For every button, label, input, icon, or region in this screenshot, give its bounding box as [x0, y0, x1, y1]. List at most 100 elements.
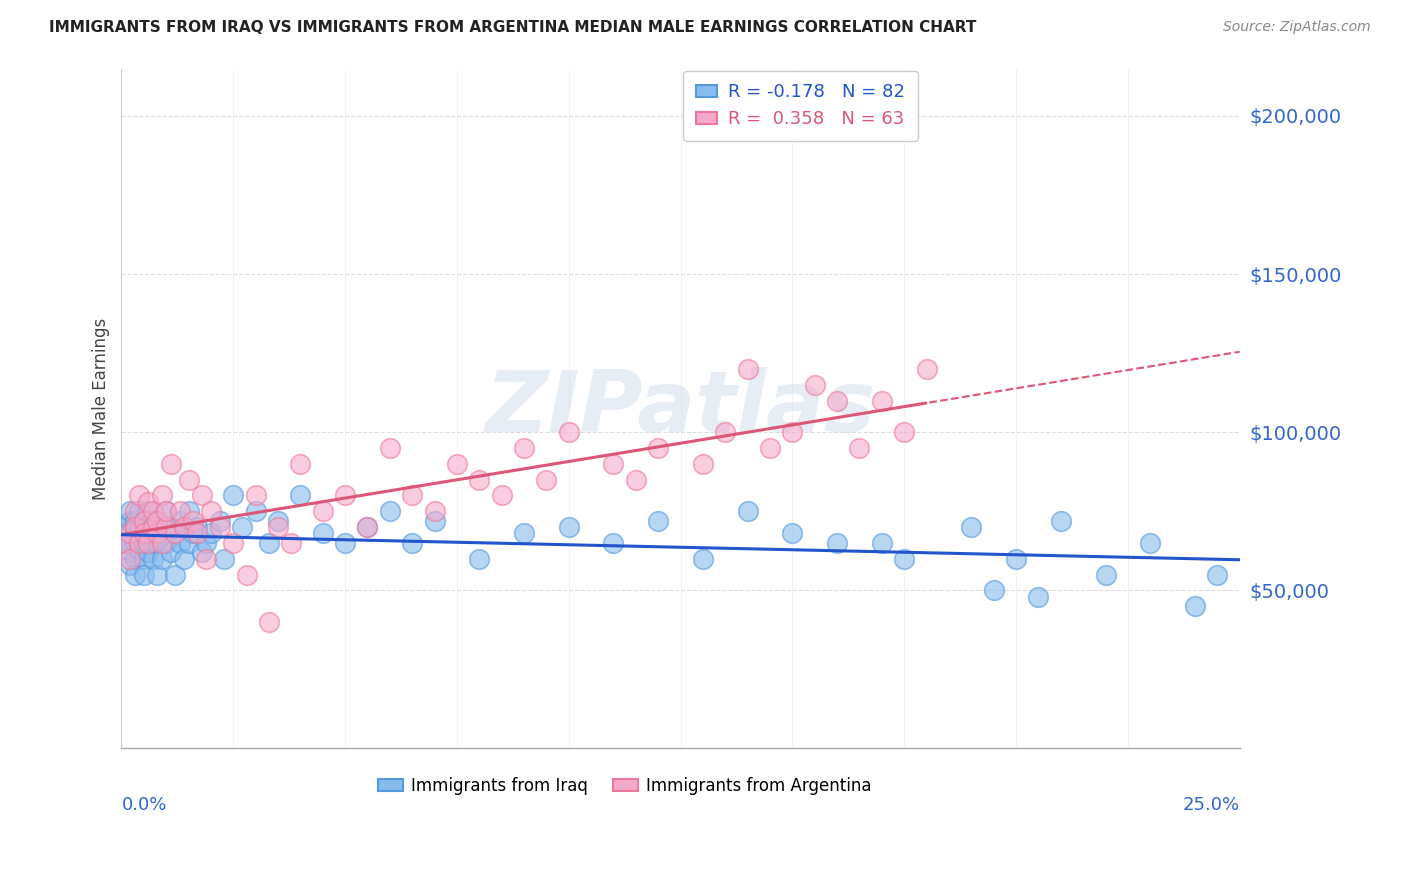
Text: IMMIGRANTS FROM IRAQ VS IMMIGRANTS FROM ARGENTINA MEDIAN MALE EARNINGS CORRELATI: IMMIGRANTS FROM IRAQ VS IMMIGRANTS FROM …	[49, 20, 977, 35]
Point	[290, 488, 312, 502]
Point	[915, 362, 938, 376]
Legend: Immigrants from Iraq, Immigrants from Argentina: Immigrants from Iraq, Immigrants from Ar…	[371, 770, 879, 801]
Point	[378, 504, 401, 518]
Point	[132, 536, 155, 550]
Point	[142, 536, 165, 550]
Point	[124, 551, 146, 566]
Point	[142, 520, 165, 534]
Point	[803, 377, 825, 392]
Point	[1184, 599, 1206, 614]
Point	[222, 488, 245, 502]
Point	[257, 536, 280, 550]
Point	[136, 504, 159, 518]
Point	[159, 457, 181, 471]
Point	[173, 551, 195, 566]
Point	[513, 526, 536, 541]
Point	[159, 545, 181, 559]
Point	[983, 583, 1005, 598]
Point	[960, 520, 983, 534]
Point	[737, 362, 759, 376]
Point	[893, 551, 915, 566]
Point	[165, 567, 187, 582]
Point	[825, 536, 848, 550]
Point	[825, 393, 848, 408]
Point	[120, 558, 142, 572]
Point	[312, 526, 335, 541]
Point	[558, 520, 581, 534]
Point	[128, 520, 150, 534]
Point	[401, 488, 423, 502]
Point	[155, 536, 177, 550]
Point	[536, 473, 558, 487]
Point	[423, 514, 446, 528]
Point	[468, 551, 491, 566]
Point	[208, 514, 231, 528]
Point	[195, 536, 218, 550]
Point	[191, 545, 214, 559]
Point	[870, 393, 893, 408]
Point	[120, 526, 142, 541]
Point	[333, 488, 356, 502]
Point	[142, 551, 165, 566]
Point	[132, 526, 155, 541]
Point	[128, 488, 150, 502]
Point	[128, 504, 150, 518]
Point	[124, 567, 146, 582]
Point	[150, 526, 173, 541]
Point	[602, 536, 624, 550]
Point	[155, 504, 177, 518]
Point	[165, 526, 187, 541]
Text: Source: ZipAtlas.com: Source: ZipAtlas.com	[1223, 20, 1371, 34]
Point	[136, 536, 159, 550]
Point	[132, 551, 155, 566]
Point	[378, 441, 401, 455]
Point	[146, 514, 169, 528]
Point	[1206, 567, 1229, 582]
Point	[257, 615, 280, 629]
Point	[120, 504, 142, 518]
Point	[128, 542, 150, 557]
Point	[200, 504, 222, 518]
Point	[120, 551, 142, 566]
Point	[356, 520, 378, 534]
Point	[128, 526, 150, 541]
Point	[155, 520, 177, 534]
Point	[169, 514, 191, 528]
Y-axis label: Median Male Earnings: Median Male Earnings	[93, 318, 110, 500]
Point	[124, 520, 146, 534]
Text: 0.0%: 0.0%	[121, 796, 167, 814]
Point	[128, 536, 150, 550]
Point	[1005, 551, 1028, 566]
Point	[150, 536, 173, 550]
Point	[782, 425, 804, 440]
Point	[195, 551, 218, 566]
Point	[186, 526, 208, 541]
Point	[692, 551, 714, 566]
Point	[150, 551, 173, 566]
Point	[142, 504, 165, 518]
Point	[1049, 514, 1071, 528]
Point	[136, 545, 159, 559]
Point	[280, 536, 302, 550]
Point	[150, 488, 173, 502]
Point	[120, 536, 142, 550]
Point	[870, 536, 893, 550]
Point	[115, 536, 138, 550]
Point	[136, 526, 159, 541]
Point	[115, 536, 138, 550]
Point	[124, 536, 146, 550]
Point	[146, 536, 169, 550]
Point	[165, 526, 187, 541]
Point	[647, 441, 669, 455]
Point	[624, 473, 647, 487]
Point	[169, 504, 191, 518]
Point	[356, 520, 378, 534]
Point	[146, 526, 169, 541]
Point	[146, 567, 169, 582]
Point	[1139, 536, 1161, 550]
Point	[558, 425, 581, 440]
Point	[208, 520, 231, 534]
Point	[245, 488, 267, 502]
Point	[848, 441, 870, 455]
Point	[468, 473, 491, 487]
